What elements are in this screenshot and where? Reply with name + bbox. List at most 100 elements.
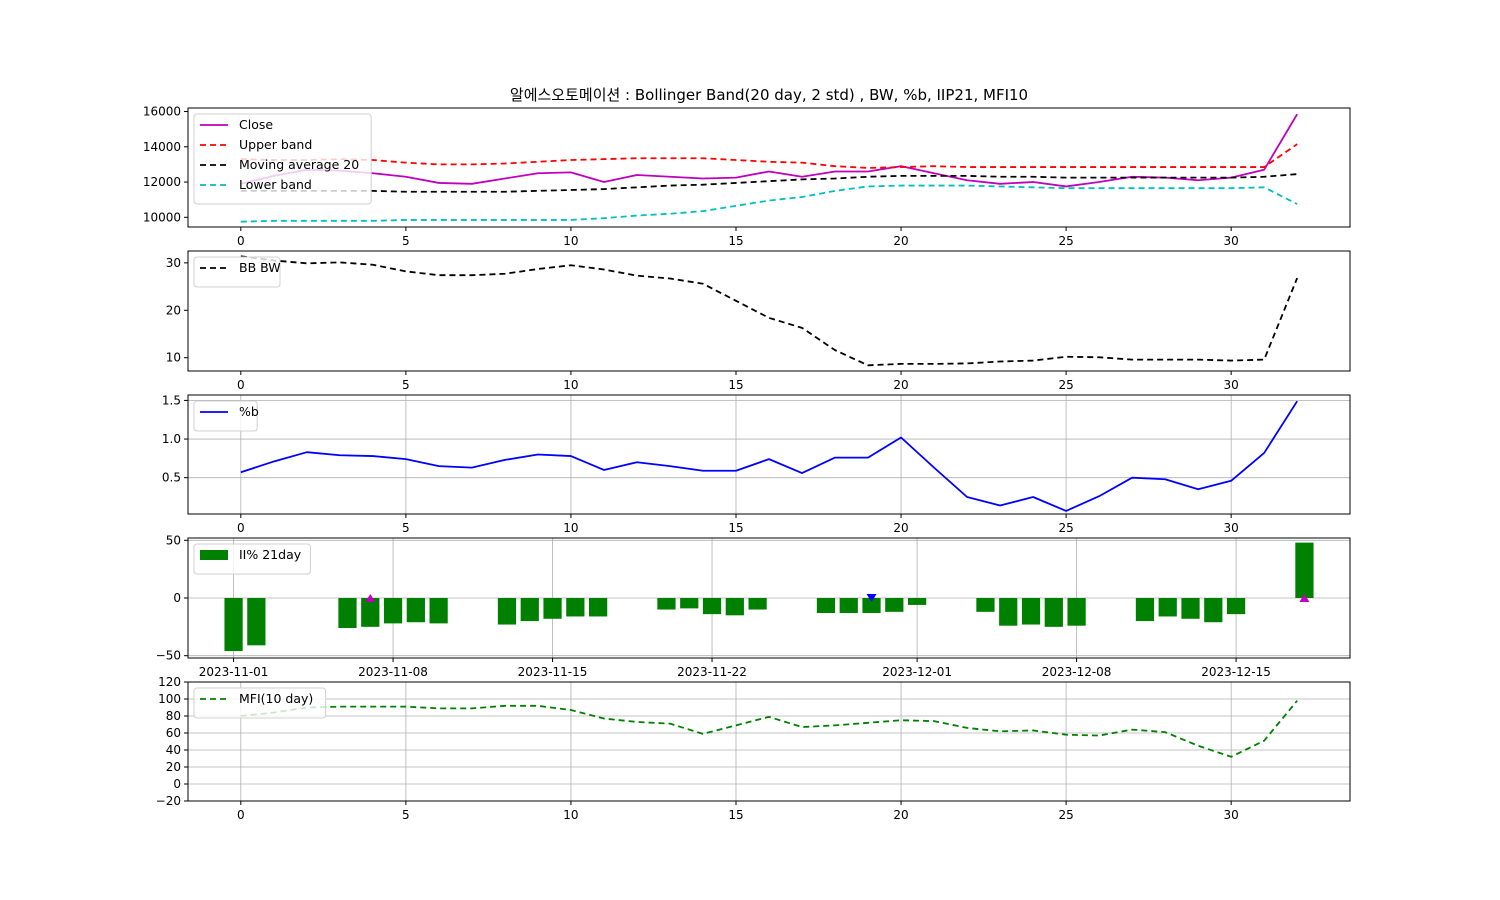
y-tick-label-0: −20 [156,794,181,808]
x-tick-label-2: 2023-11-15 [518,665,588,679]
legend-box-price [193,113,372,205]
x-tick-label-4: 20 [893,234,908,248]
y-tick-label-0: 10 [166,351,181,365]
bar-iip-3 [361,598,380,627]
plot-area-price [240,113,1298,223]
series-line-bw-0 [240,255,1299,367]
x-tick-label-5: 25 [1058,521,1073,535]
bar-iip-12 [657,598,676,610]
bar-iip-26 [1067,598,1086,626]
y-tick-label-2: 14000 [143,140,181,154]
bar-iip-4 [383,598,403,624]
panels: 0 5 10 15 20 25 3010000120001400016000CloseUpp… [143,105,1351,822]
x-tick-label-0: 0 [237,378,245,392]
panel-iip: 2023-11-01 2023-11-08 2023-11-15 2023-11-22… [156,533,1351,679]
axes-frame-price [187,107,1351,228]
y-tick-label-2: 20 [166,760,181,774]
x-tick-label-0: 0 [237,808,245,822]
bar-iip-30 [1204,598,1223,623]
bar-iip-15 [725,598,744,616]
bar-iip-11 [589,598,608,617]
x-tick-label-1: 2023-11-08 [358,665,428,679]
series-line-price-1 [240,143,1298,169]
y-tick-label-2: 1.5 [162,393,181,407]
plot-area-pctb [240,400,1298,512]
bar-iip-23 [999,598,1018,626]
y-tick-label-1: 1.0 [162,432,181,446]
x-tick-label-3: 15 [728,521,743,535]
y-tick-label-1: 20 [166,303,181,317]
bar-iip-32 [1295,542,1314,598]
bar-iip-9 [543,598,562,619]
axes-frame-pctb [187,394,1351,515]
y-tick-label-6: 100 [158,692,181,706]
bar-iip-27 [1135,598,1155,622]
legend-swatch-iip-0 [200,550,228,560]
x-tick-label-6: 2023-12-15 [1201,665,1271,679]
legend-box-bw [193,256,281,288]
x-tick-label-2: 10 [563,521,578,535]
x-tick-label-3: 15 [728,234,743,248]
legend-label-mfi-0: MFI(10 day) [239,691,313,706]
y-tick-label-0: 0.5 [162,471,181,485]
x-tick-label-1: 5 [402,521,410,535]
y-tick-label-4: 60 [166,726,181,740]
bar-iip-25 [1044,598,1063,627]
y-tick-label-2: 30 [166,256,181,270]
x-tick-label-2: 10 [563,808,578,822]
x-tick-label-5: 25 [1058,234,1073,248]
x-tick-label-0: 0 [237,521,245,535]
plot-area-bw [240,255,1299,367]
x-tick-label-1: 5 [402,808,410,822]
legend-label-bw-0: BB BW [239,260,281,275]
bar-iip-20 [885,598,904,612]
y-tick-label-5: 80 [166,709,181,723]
bar-iip-28 [1158,598,1177,617]
series-line-price-2 [240,173,1298,193]
legend-label-price-0: Close [239,117,273,132]
x-tick-label-6: 30 [1224,521,1239,535]
y-tick-label-0: −50 [156,649,181,663]
x-tick-label-3: 15 [728,808,743,822]
bar-iip-0 [224,598,243,652]
y-tick-label-1: 0 [173,591,181,605]
x-tick-label-4: 20 [893,521,908,535]
bar-iip-22 [976,598,995,612]
x-tick-label-3: 15 [728,378,743,392]
bar-iip-19 [862,598,881,613]
bar-iip-18 [839,598,858,613]
plot-area-mfi [240,700,1298,758]
chart-title: 알에스오토메이션 : Bollinger Band(20 day, 2 std)… [510,86,1028,104]
x-tick-label-5: 2023-12-08 [1042,665,1112,679]
x-tick-label-4: 20 [893,378,908,392]
bar-iip-7 [497,598,517,625]
x-tick-label-1: 5 [402,378,410,392]
x-tick-label-3: 2023-11-22 [677,665,747,679]
x-tick-label-2: 10 [563,234,578,248]
bar-iip-1 [247,598,266,646]
bar-iip-2 [338,598,357,628]
series-line-pctb-0 [240,400,1298,512]
x-tick-label-6: 30 [1224,808,1239,822]
bar-iip-5 [406,598,425,623]
axes-frame-mfi [187,681,1351,802]
bar-iip-14 [702,598,722,615]
legend-bw: BB BW [193,256,281,288]
legend-label-iip-0: II% 21day [239,547,302,562]
legend-label-pctb-0: %b [239,404,259,419]
signal-marker-2 [1299,594,1310,602]
plot-area-iip [224,542,1314,652]
panel-mfi: 0 5 10 15 20 25 30 −20 0 20 40 60 80 100 120 MFI(10 day… [156,675,1351,822]
signal-marker-1 [866,594,877,602]
panel-pctb: 0 5 10 15 20 25 30 0.5 1.0 1.5 %b [162,393,1351,535]
legend-pctb: %b [193,400,259,432]
x-tick-label-0: 2023-11-01 [199,665,269,679]
bar-iip-21 [907,598,927,605]
x-tick-label-6: 30 [1224,378,1239,392]
x-tick-label-0: 0 [237,234,245,248]
x-tick-label-2: 10 [563,378,578,392]
x-tick-label-6: 30 [1224,234,1239,248]
legend-label-price-3: Lower band [239,177,312,192]
x-tick-label-4: 2023-12-01 [882,665,952,679]
